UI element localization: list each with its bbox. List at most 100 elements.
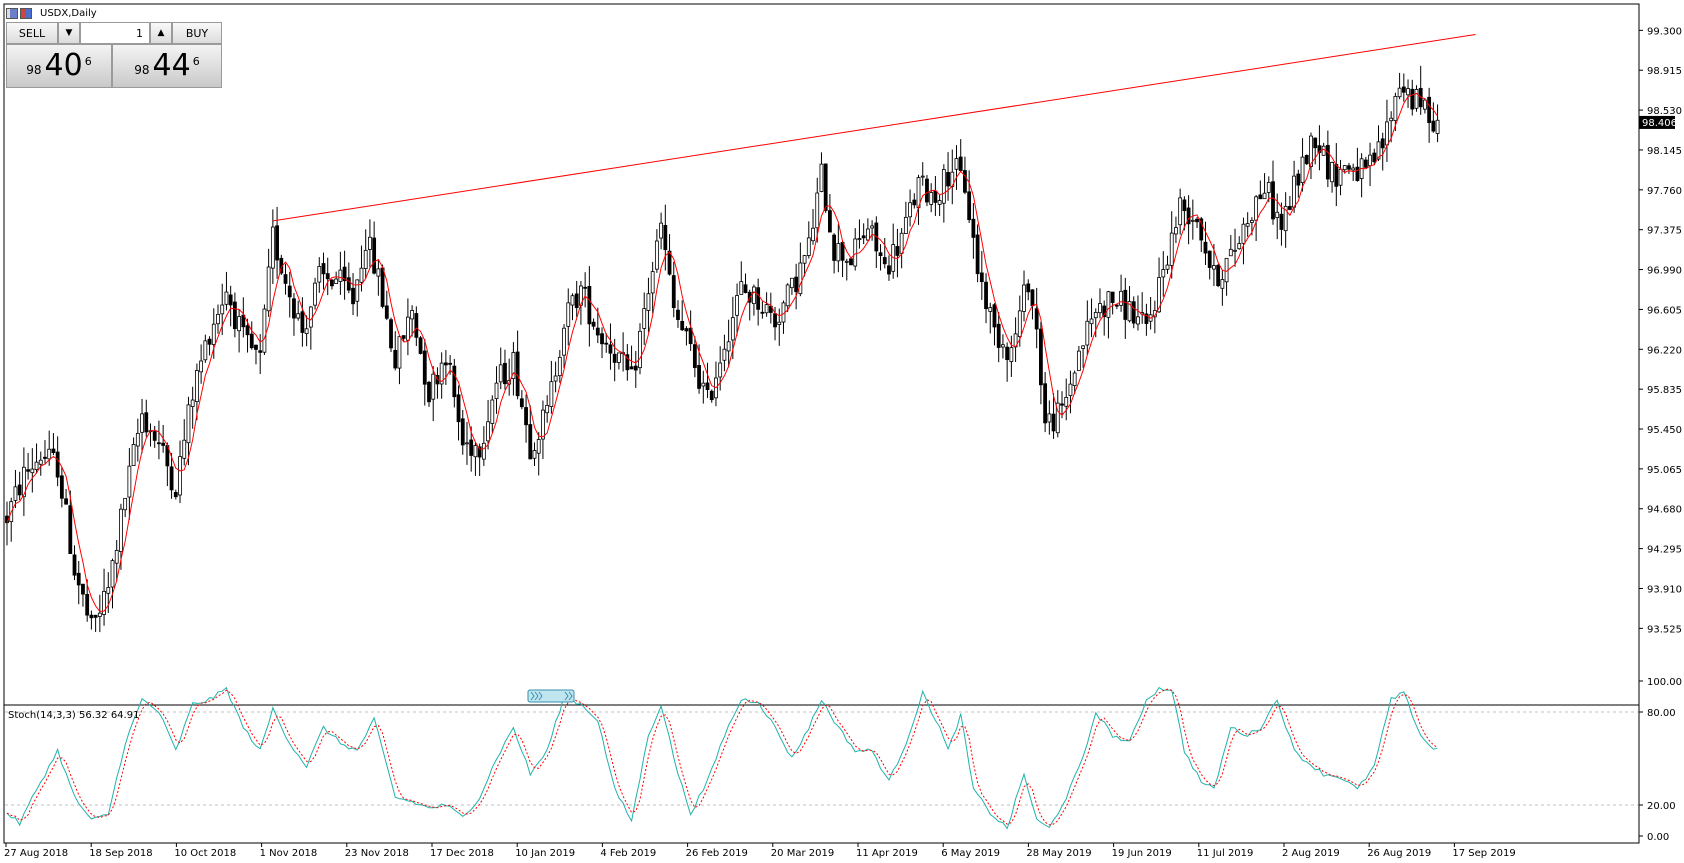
- candle: [1414, 85, 1419, 112]
- candle-body: [97, 612, 102, 617]
- lot-decrease-button[interactable]: ▼: [58, 22, 80, 44]
- candle: [266, 248, 271, 317]
- time-tick-label: 10 Oct 2018: [174, 848, 236, 859]
- candle: [870, 220, 874, 241]
- candle-body: [1347, 165, 1351, 170]
- resistance-trendline[interactable]: [272, 34, 1476, 222]
- buy-button[interactable]: BUY: [172, 22, 222, 44]
- candle-body: [1372, 152, 1377, 163]
- main-pane[interactable]: [3, 3, 1640, 706]
- candle: [1039, 321, 1043, 405]
- candle-body: [802, 255, 807, 264]
- candle-body: [1431, 120, 1436, 132]
- candle-body: [119, 508, 123, 552]
- candle: [617, 352, 621, 370]
- candle: [401, 335, 406, 342]
- window-title: USDX,Daily: [40, 7, 97, 19]
- lot-size-input[interactable]: [80, 22, 150, 44]
- candle-body: [1157, 277, 1161, 313]
- sell-price-box[interactable]: 98 40 6: [6, 44, 112, 88]
- candle-body: [245, 325, 250, 336]
- candle: [722, 334, 727, 372]
- candle: [389, 317, 393, 353]
- candle: [1330, 161, 1334, 193]
- candle-body: [1262, 192, 1267, 200]
- candle-body: [794, 276, 799, 293]
- candle: [224, 271, 229, 311]
- candle: [448, 355, 453, 375]
- candle-body: [254, 344, 258, 350]
- candle: [764, 292, 769, 317]
- candle-body: [828, 210, 832, 233]
- candle-body: [865, 228, 870, 241]
- candle: [1161, 251, 1166, 297]
- sell-price-main: 40: [44, 48, 83, 83]
- candle: [135, 418, 140, 462]
- current-price-label: 98.406: [1642, 118, 1677, 129]
- candle: [1401, 73, 1406, 102]
- candle: [275, 206, 279, 279]
- candle: [709, 389, 714, 403]
- candle: [937, 194, 942, 217]
- candle-body: [1212, 265, 1216, 270]
- buy-price-box[interactable]: 98 44 6: [112, 44, 222, 88]
- stoch-pane[interactable]: [3, 704, 1640, 844]
- trendline-layer[interactable]: [272, 34, 1476, 222]
- candle: [418, 336, 423, 355]
- candle: [1296, 169, 1301, 198]
- stoch-tick-label: 80.00: [1647, 708, 1676, 719]
- candle-body: [528, 424, 533, 460]
- candle: [157, 420, 161, 460]
- scroll-marker[interactable]: [527, 689, 575, 703]
- time-tick-label: 20 Mar 2019: [771, 848, 834, 859]
- candle-body: [169, 466, 174, 491]
- candle: [752, 284, 756, 316]
- candle-body: [26, 469, 31, 472]
- candle: [760, 301, 765, 319]
- candle-body: [1325, 144, 1330, 180]
- candle-body: [199, 360, 204, 373]
- candle: [304, 315, 309, 347]
- candle: [659, 212, 663, 250]
- candle-body: [705, 382, 710, 391]
- stoch-tick-label: 20.00: [1647, 801, 1676, 812]
- candle-body: [1233, 249, 1237, 252]
- candle-body: [342, 266, 347, 282]
- time-tick-label: 6 May 2019: [941, 848, 1000, 859]
- candle-body: [709, 390, 714, 401]
- candle: [237, 309, 242, 353]
- candle-body: [684, 328, 689, 332]
- candle-body: [144, 412, 149, 433]
- candle-body: [1237, 243, 1242, 250]
- candle-body: [465, 442, 469, 445]
- candle-body: [1144, 313, 1149, 324]
- candle-body: [1271, 181, 1275, 220]
- time-axis[interactable]: 27 Aug 2018 18 Sep 2018 10 Oct 2018 1 Nov 2…: [4, 843, 1516, 859]
- candle-body: [308, 306, 313, 328]
- candle: [1089, 298, 1094, 338]
- candle: [654, 229, 659, 273]
- time-tick-label: 17 Sep 2019: [1452, 848, 1515, 859]
- candle-body: [304, 328, 309, 334]
- candle-body: [85, 594, 90, 616]
- price-axis[interactable]: 99.300 98.915 98.530 98.145 97.760 97.375 96.9…: [1639, 26, 1682, 843]
- candle-body: [34, 461, 39, 470]
- candle: [321, 252, 326, 290]
- price-tick-label: 99.300: [1647, 26, 1682, 37]
- candle-body: [131, 444, 136, 466]
- sell-button[interactable]: SELL: [6, 22, 58, 44]
- candle-body: [237, 316, 242, 332]
- stoch-main-line: [6, 686, 1438, 830]
- candle-body: [1064, 396, 1069, 407]
- candle-body: [1410, 88, 1415, 110]
- candle: [692, 336, 697, 378]
- candle: [1397, 72, 1402, 100]
- candle-body: [1195, 218, 1199, 223]
- candle: [992, 303, 997, 346]
- candle-body: [752, 286, 756, 305]
- lot-increase-button[interactable]: ▲: [150, 22, 172, 44]
- candle: [456, 385, 461, 441]
- candle: [988, 302, 993, 334]
- candle-body: [629, 366, 634, 370]
